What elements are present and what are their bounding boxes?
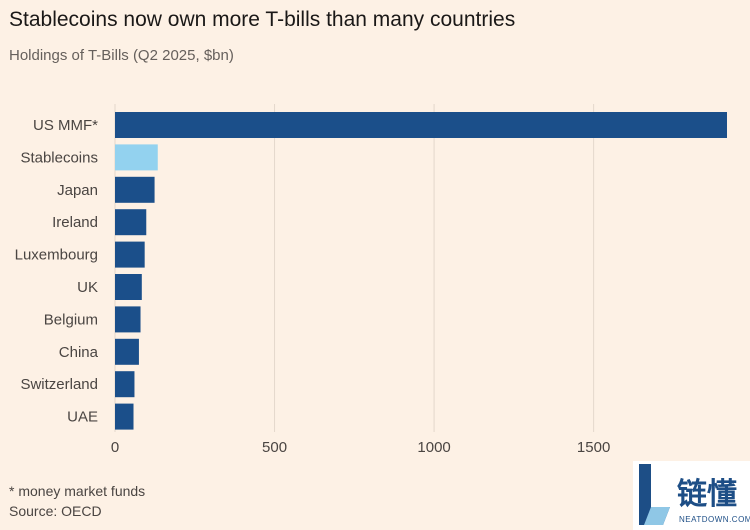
bar [115,403,134,430]
logo-mark-light [644,507,670,525]
category-label: US MMF* [33,117,98,134]
bar [115,209,147,236]
grid-lines [114,104,595,432]
footnote-block: * money market funds Source: OECD [9,481,145,521]
x-tick-label: 1500 [577,439,610,456]
bar [115,241,145,268]
category-label: Stablecoins [20,149,98,166]
bar-chart: US MMF* Stablecoins Japan Ireland Luxembourg… [15,104,727,456]
x-axis-ticks: 0 500 1000 1500 [111,439,610,456]
footnote: * money market funds [9,483,146,499]
neatdown-logo: 链懂 NEATDOWN.COM [633,461,750,530]
logo-chinese-text: 链懂 [677,477,737,511]
category-label: Belgium [44,311,98,328]
x-tick-label: 0 [111,439,119,456]
category-label: Japan [57,182,98,199]
category-label: Switzerland [20,376,98,393]
bars [115,112,727,430]
bar [115,112,727,138]
chart-title: Stablecoins now own more T-bills than ma… [9,8,516,31]
category-label: Ireland [52,214,98,231]
category-label: China [59,344,99,361]
category-label: UK [77,279,98,296]
bar [115,306,141,333]
x-tick-label: 1000 [417,439,450,456]
bar [115,338,139,365]
bar [115,176,155,203]
x-tick-label: 500 [262,439,287,456]
bar [115,371,135,398]
chart-subtitle: Holdings of T-Bills (Q2 2025, $bn) [9,47,234,64]
category-label: Luxembourg [15,247,98,264]
bar [115,274,142,300]
logo-url-text: NEATDOWN.COM [679,515,750,524]
source-note: Source: OECD [9,503,102,519]
category-label: UAE [67,409,98,426]
bar [115,144,158,171]
category-labels: US MMF* Stablecoins Japan Ireland Luxembourg… [15,117,99,426]
